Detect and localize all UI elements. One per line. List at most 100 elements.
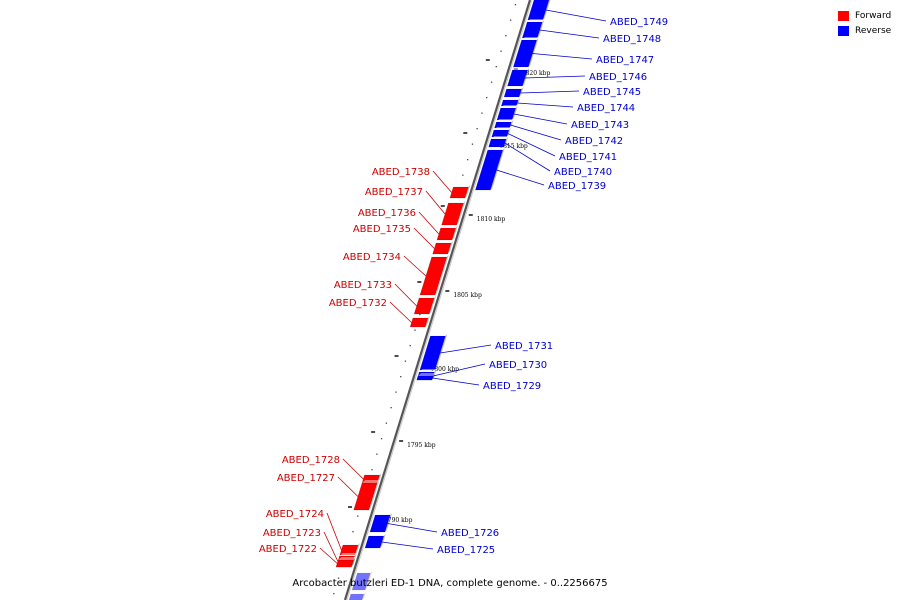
gene-shade bbox=[519, 87, 524, 97]
gene-label: ABED_1726 bbox=[441, 528, 499, 539]
gene-label: ABED_1746 bbox=[589, 72, 647, 83]
gene-body bbox=[494, 121, 512, 129]
gene-highlight bbox=[342, 542, 361, 545]
gene-label: ABED_1723 bbox=[263, 528, 321, 539]
gene-abed-1724 bbox=[339, 542, 361, 556]
reverse-swatch bbox=[838, 25, 849, 36]
gene-abed-1742 bbox=[494, 119, 515, 129]
label-leader bbox=[326, 512, 342, 551]
gene-body bbox=[496, 107, 517, 121]
gene-highlight bbox=[500, 105, 519, 108]
minor-tick bbox=[352, 531, 354, 533]
gene-shade bbox=[528, 38, 539, 67]
gene-shade bbox=[431, 370, 437, 380]
minor-tick bbox=[514, 4, 517, 6]
gene-label: ABED_1733 bbox=[334, 280, 392, 291]
gene-highlight bbox=[487, 147, 506, 150]
label-leader bbox=[387, 523, 438, 533]
gene-body bbox=[488, 138, 507, 148]
gene-body bbox=[527, 0, 550, 21]
legend-item-forward: Forward bbox=[838, 8, 900, 23]
gene-highlight bbox=[350, 591, 367, 594]
minor-tick bbox=[419, 314, 421, 316]
gene-label: ABED_1727 bbox=[277, 473, 335, 484]
gene-shade bbox=[506, 128, 511, 137]
gene-abed-1744 bbox=[500, 97, 522, 107]
gene-label: ABED_1736 bbox=[358, 208, 416, 219]
label-leader bbox=[524, 75, 586, 79]
gene-label: ABED_1724 bbox=[266, 509, 324, 520]
minor-tick bbox=[371, 469, 373, 471]
gene-body bbox=[449, 186, 469, 199]
gene-body bbox=[441, 202, 464, 226]
gene-body bbox=[507, 69, 528, 87]
gene-label: ABED_1734 bbox=[343, 252, 401, 263]
gene-label: ABED_1745 bbox=[583, 87, 641, 98]
gene-highlight bbox=[521, 37, 540, 40]
tick-label: 1815 kbp bbox=[499, 143, 528, 150]
gene-abed-1722 bbox=[335, 557, 357, 568]
minor-tick bbox=[495, 66, 497, 68]
gene-label: ABED_1742 bbox=[565, 136, 623, 147]
gene-highlight bbox=[418, 373, 437, 376]
gene-partial-bottom bbox=[348, 570, 374, 600]
legend-label-reverse: Reverse bbox=[855, 25, 892, 36]
gene-body bbox=[500, 99, 519, 107]
gene-body bbox=[369, 514, 391, 533]
label-leader bbox=[389, 301, 412, 323]
gene-abed-1735 bbox=[432, 240, 455, 255]
minor-tick bbox=[337, 577, 340, 579]
gene-highlight bbox=[527, 19, 546, 22]
gene-body bbox=[339, 544, 359, 556]
gene-label: ABED_1729 bbox=[483, 381, 541, 392]
gene-highlight bbox=[412, 315, 431, 318]
gene-body bbox=[419, 256, 448, 296]
gene-abed-1732 bbox=[409, 315, 431, 328]
gene-highlight bbox=[431, 254, 450, 257]
gene-abed-1738 bbox=[449, 184, 472, 199]
gene-abed-1736 bbox=[436, 225, 459, 241]
major-ticks: 1790 kbp 1795 kbp 1800 kbp 1805 kbp 1810 kbp… bbox=[347, 59, 550, 524]
minor-tick bbox=[380, 438, 383, 440]
gene-body bbox=[409, 317, 429, 328]
minor-tick bbox=[476, 128, 478, 130]
gene-shade bbox=[384, 513, 393, 532]
gene-body bbox=[475, 149, 504, 191]
gene-highlight bbox=[436, 240, 455, 243]
label-leader bbox=[381, 541, 434, 550]
gene-body bbox=[432, 242, 452, 255]
label-leader bbox=[504, 142, 551, 172]
minor-tick bbox=[471, 143, 474, 145]
label-leader bbox=[403, 255, 427, 277]
gene-label: ABED_1728 bbox=[282, 455, 340, 466]
gene-label: ABED_1732 bbox=[329, 298, 387, 309]
gene-labels: ABED_1749 ABED_1748 ABED_1747 ABED_1746 ABED… bbox=[259, 17, 668, 556]
gene-shade bbox=[447, 241, 454, 254]
gene-highlight bbox=[368, 533, 387, 536]
label-leader bbox=[496, 169, 545, 186]
gene-abed-1746 bbox=[507, 67, 531, 87]
label-leader bbox=[432, 363, 486, 377]
minor-tick bbox=[409, 345, 411, 347]
gene-abed-1747 bbox=[512, 37, 540, 68]
label-leader bbox=[440, 344, 492, 354]
gene-highlight bbox=[512, 67, 531, 70]
gene-label: ABED_1743 bbox=[571, 120, 629, 131]
genome-caption: Arcobacter butzleri ED-1 DNA, complete g… bbox=[292, 578, 608, 589]
gene-highlight bbox=[339, 553, 358, 556]
minor-tick bbox=[333, 593, 335, 595]
gene-abed-1734 bbox=[419, 254, 450, 296]
legend-label-forward: Forward bbox=[855, 10, 892, 21]
gene-highlight bbox=[364, 472, 383, 475]
gene-body bbox=[521, 21, 543, 39]
gene-abed-1737 bbox=[441, 200, 467, 226]
minor-tick bbox=[395, 391, 397, 393]
tick-label: 1810 kbp bbox=[477, 216, 506, 223]
gene-track bbox=[335, 0, 551, 600]
legend: Forward Reverse bbox=[838, 8, 900, 38]
gene-body bbox=[491, 129, 510, 138]
gene-abed-1748 bbox=[521, 19, 546, 39]
gene-shade bbox=[516, 98, 521, 106]
gene-shade bbox=[490, 148, 505, 190]
